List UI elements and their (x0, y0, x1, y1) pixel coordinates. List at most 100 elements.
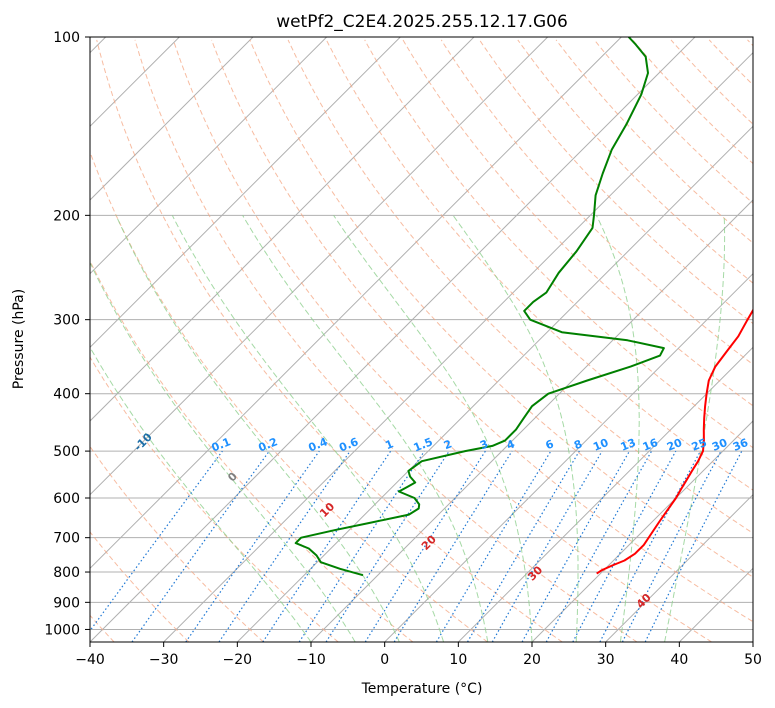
isotherm-line (605, 493, 753, 642)
y-tick-label: 1000 (44, 622, 80, 638)
mixing-ratio-label: 0.1 (210, 435, 233, 454)
mixing-ratio-label: 4 (505, 437, 517, 452)
isotherm-line (90, 37, 328, 275)
isotherm-line (90, 37, 401, 349)
y-tick-label: 500 (53, 444, 80, 460)
mixing-ratio-label: 0.2 (257, 435, 280, 454)
axis-ticks: −40 −30 −20 −10 0 10 20 30 40 5010020030040050060… (44, 30, 762, 668)
y-tick-label: 900 (53, 595, 80, 611)
x-tick-label: 50 (744, 652, 762, 668)
dry-adiabat-line (96, 39, 563, 642)
x-tick-label: −30 (149, 652, 179, 668)
temperature-profile-line (596, 308, 753, 575)
mixing-ratio-label: 1 (383, 437, 395, 452)
x-tick-label: 10 (449, 652, 467, 668)
dry-adiabat-line (555, 39, 753, 244)
y-tick-label: 600 (53, 491, 80, 507)
moist-adiabat-line (242, 215, 489, 642)
profile-lines (294, 37, 753, 577)
dry-adiabat-line (325, 39, 753, 491)
mixing-ratio-line (298, 450, 425, 642)
mixing-ratio-label: 3 (478, 437, 490, 452)
dewpoint-profile-line (294, 37, 665, 577)
mixing-ratio-label: 8 (572, 437, 584, 452)
y-tick-label: 300 (53, 313, 80, 329)
dry-adiabat-line (172, 39, 712, 642)
adiabat-labels: 0.10.20.40.611.52346810131620253036-100-… (132, 430, 751, 611)
mixing-ratio-label: 36 (731, 436, 750, 454)
isotherm-line (531, 420, 753, 642)
x-tick-label: −10 (296, 652, 326, 668)
mixing-ratio-line (545, 450, 653, 642)
mixing-ratio-line (185, 450, 320, 642)
isotherm-line (90, 37, 254, 201)
isotherm-line (384, 272, 753, 642)
dry-adiabat-line (90, 259, 414, 642)
moist-adiabat-line (664, 215, 726, 642)
background-lines (90, 37, 753, 642)
dry-adiabat-line (287, 39, 753, 534)
dry-adiabat-line (134, 39, 638, 642)
dry-adiabat-line (249, 39, 753, 578)
plot-frame (89, 36, 754, 643)
moist-adiabat-line (90, 346, 312, 642)
isotherm-line (90, 37, 549, 496)
moist-adiabat-line (595, 215, 640, 642)
dry-adiabat-label: 40 (634, 591, 654, 611)
y-tick-label: 100 (53, 30, 80, 46)
isotherm-line (90, 37, 696, 642)
mixing-ratio-label: 6 (544, 437, 556, 452)
mixing-ratio-label: 1.5 (412, 435, 435, 454)
isotherm-line (678, 567, 753, 642)
mixing-ratio-label: 2 (442, 437, 454, 452)
x-tick-label: 0 (380, 652, 389, 668)
mixing-ratio-label: 25 (690, 436, 709, 454)
dry-adiabat-label: 10 (317, 500, 337, 520)
moist-adiabat-line (90, 261, 356, 642)
x-tick-label: −20 (223, 652, 253, 668)
moist-adiabat-line (333, 215, 533, 642)
x-tick-label: 20 (523, 652, 541, 668)
dry-adiabat-line (594, 39, 753, 204)
y-tick-label: 700 (53, 531, 80, 547)
mixing-ratio-label: 16 (641, 436, 660, 454)
dry-adiabat-line (440, 39, 753, 366)
y-axis-title: Pressure (hPa) (11, 289, 27, 389)
x-axis-title: Temperature (°C) (361, 681, 483, 697)
mixing-ratio-line (621, 450, 722, 642)
x-tick-label: 40 (670, 652, 688, 668)
y-tick-label: 400 (53, 387, 80, 403)
dry-adiabat-line (211, 39, 753, 623)
y-tick-label: 200 (53, 208, 80, 224)
mixing-ratio-line (572, 450, 677, 642)
mixing-ratio-line (90, 450, 223, 632)
mixing-ratio-line (599, 450, 702, 642)
moist-adiabat-line (115, 215, 400, 642)
dry-adiabat-line (747, 39, 753, 47)
mixing-ratio-line (393, 450, 513, 642)
dry-adiabat-line (90, 356, 339, 642)
dry-adiabat-line (402, 39, 753, 407)
dry-adiabat-label: 30 (525, 563, 545, 583)
mixing-ratio-label: 0.6 (337, 435, 360, 454)
dry-adiabat-line (632, 39, 753, 165)
isotherm-line (90, 37, 622, 570)
moist-adiabat-line (452, 215, 579, 642)
mixing-ratio-label: 30 (710, 436, 729, 454)
dry-adiabat-line (90, 150, 488, 642)
isotherm-line (163, 51, 753, 642)
isotherm-line (457, 346, 753, 642)
isotherm-line (752, 641, 753, 642)
mixing-ratio-line (262, 450, 392, 642)
moist-adiabat-line (171, 215, 445, 642)
x-tick-label: 30 (597, 652, 615, 668)
mixing-ratio-label: 20 (665, 436, 684, 454)
mixing-ratio-label: 0.4 (307, 435, 330, 454)
dry-adiabat-label: 0 (225, 470, 240, 485)
y-tick-label: 800 (53, 565, 80, 581)
dry-adiabat-line (90, 445, 264, 642)
isotherm-line (90, 37, 475, 422)
x-tick-label: −40 (75, 652, 105, 668)
dry-adiabat-line (517, 39, 753, 284)
